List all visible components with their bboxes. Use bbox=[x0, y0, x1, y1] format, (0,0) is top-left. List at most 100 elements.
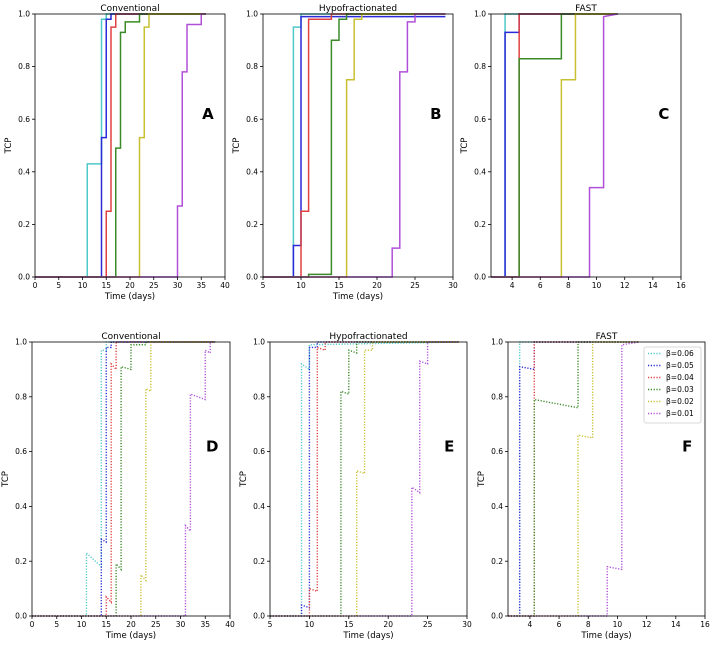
y-tick-label: 0.2 bbox=[474, 220, 486, 229]
panel-letter: C bbox=[658, 105, 669, 123]
panel-letter: F bbox=[682, 438, 692, 456]
y-tick-label: 0.8 bbox=[246, 62, 258, 71]
y-tick-label: 0.2 bbox=[246, 220, 258, 229]
series-line-6 bbox=[508, 341, 640, 617]
series-line-5 bbox=[263, 13, 446, 278]
x-tick-label: 5 bbox=[268, 620, 273, 629]
x-tick-label: 14 bbox=[671, 620, 681, 629]
y-tick-label: 1.0 bbox=[253, 338, 265, 347]
series-line-4 bbox=[508, 341, 640, 617]
x-tick-label: 30 bbox=[462, 620, 472, 629]
x-tick-label: 12 bbox=[642, 620, 652, 629]
y-tick-label: 0.0 bbox=[253, 612, 265, 621]
x-tick-label: 20 bbox=[372, 281, 382, 290]
x-tick-label: 30 bbox=[176, 620, 186, 629]
x-axis-label: Time (days) bbox=[105, 631, 156, 641]
series-line-2 bbox=[35, 13, 206, 278]
x-tick-label: 20 bbox=[125, 281, 135, 290]
x-axis-label: Time (days) bbox=[342, 631, 393, 641]
x-tick-label: 16 bbox=[700, 620, 710, 629]
x-tick-label: 30 bbox=[173, 281, 183, 290]
x-tick-label: 40 bbox=[220, 281, 230, 290]
legend: β=0.06 β=0.05 β=0.04 β=0.03 β=0.02 β=0.01 bbox=[643, 346, 702, 424]
series-line-3 bbox=[32, 341, 216, 617]
y-axis-label: TCP bbox=[460, 138, 470, 155]
x-tick-label: 20 bbox=[383, 620, 393, 629]
panel-title: Hypofractionated bbox=[319, 4, 397, 14]
x-tick-label: 10 bbox=[613, 620, 623, 629]
y-tick-label: 0.4 bbox=[491, 502, 503, 511]
y-axis-label: TCP bbox=[239, 471, 249, 488]
y-tick-label: 0.0 bbox=[491, 612, 503, 621]
series-line-4 bbox=[32, 341, 216, 617]
legend-label-2: β=0.05 bbox=[666, 361, 694, 370]
plot-frame bbox=[490, 13, 682, 278]
x-tick-label: 35 bbox=[200, 620, 210, 629]
series-line-2 bbox=[508, 341, 640, 617]
series-line-4 bbox=[270, 341, 460, 617]
series-line-6 bbox=[263, 13, 446, 278]
x-tick-label: 10 bbox=[305, 620, 315, 629]
x-tick-label: 8 bbox=[586, 620, 591, 629]
series-line-6 bbox=[32, 341, 216, 617]
x-tick-label: 25 bbox=[149, 281, 159, 290]
y-tick-label: 0.0 bbox=[18, 273, 30, 282]
y-tick-label: 0.8 bbox=[491, 392, 503, 401]
x-tick-label: 30 bbox=[448, 281, 458, 290]
panel-letter: A bbox=[202, 105, 214, 123]
x-tick-label: 25 bbox=[151, 620, 161, 629]
x-tick-label: 0 bbox=[30, 620, 35, 629]
panel-f: 4 6 8 10 12 14 16 0.0 0.2 0.4 0.6 0.8 1.0 FAST Time (d… bbox=[477, 332, 710, 641]
series-line-5 bbox=[270, 341, 460, 617]
plot-frame bbox=[507, 341, 706, 617]
panel-c: 4 6 8 10 12 14 16 0.0 0.2 0.4 0.6 0.8 1.0 FAST TCP C bbox=[460, 4, 686, 290]
x-tick-label: 20 bbox=[126, 620, 136, 629]
panel-letter: E bbox=[444, 438, 454, 456]
y-tick-label: 0.8 bbox=[18, 62, 30, 71]
x-tick-label: 15 bbox=[334, 281, 344, 290]
y-axis-label: TCP bbox=[4, 138, 14, 155]
y-tick-label: 0.2 bbox=[18, 220, 30, 229]
series-line-6 bbox=[270, 341, 460, 617]
y-tick-label: 0.0 bbox=[474, 273, 486, 282]
y-tick-label: 0.6 bbox=[491, 447, 503, 456]
x-tick-label: 10 bbox=[78, 281, 88, 290]
y-axis-label: TCP bbox=[232, 138, 242, 155]
series-line-3 bbox=[270, 341, 460, 617]
y-tick-label: 0.2 bbox=[15, 557, 27, 566]
y-tick-label: 0.4 bbox=[474, 167, 486, 176]
x-tick-label: 25 bbox=[423, 620, 433, 629]
panel-title: Conventional bbox=[101, 332, 160, 342]
plot-frame bbox=[34, 13, 226, 278]
x-axis-label: Time (days) bbox=[580, 631, 631, 641]
x-tick-label: 15 bbox=[101, 281, 111, 290]
series-line-1 bbox=[508, 341, 640, 617]
x-tick-label: 6 bbox=[557, 620, 562, 629]
legend-label-6: β=0.01 bbox=[666, 409, 694, 418]
series-line-1 bbox=[32, 341, 216, 617]
panel-b: 5 10 15 20 25 30 0.0 0.2 0.4 0.6 0.8 1.0 Hypofractio… bbox=[232, 4, 458, 302]
y-axis-label: TCP bbox=[1, 471, 11, 488]
series-line-4 bbox=[263, 13, 446, 278]
series-line-5 bbox=[491, 13, 618, 278]
series-line-1 bbox=[35, 13, 206, 278]
y-tick-label: 1.0 bbox=[15, 338, 27, 347]
series-line-5 bbox=[35, 13, 206, 278]
series-line-1 bbox=[491, 13, 618, 278]
series-line-3 bbox=[35, 13, 206, 278]
y-axis-label: TCP bbox=[477, 471, 487, 488]
panel-letter: D bbox=[206, 438, 218, 456]
x-tick-label: 8 bbox=[566, 281, 571, 290]
plot-frame bbox=[262, 13, 454, 278]
series-line-3 bbox=[508, 341, 640, 617]
x-tick-label: 16 bbox=[676, 281, 686, 290]
y-tick-label: 0.6 bbox=[246, 115, 258, 124]
series-line-4 bbox=[491, 13, 618, 278]
y-tick-label: 0.4 bbox=[246, 167, 258, 176]
panel-title: Hypofractionated bbox=[329, 332, 407, 342]
panel-a: 0 5 10 15 20 25 30 35 40 0.0 0.2 0.4 0.6 0.8 1.0 Conven… bbox=[4, 4, 230, 302]
legend-label-5: β=0.02 bbox=[666, 397, 694, 406]
series-line-6 bbox=[491, 13, 618, 278]
series-line-4 bbox=[35, 13, 206, 278]
y-tick-label: 0.0 bbox=[246, 273, 258, 282]
